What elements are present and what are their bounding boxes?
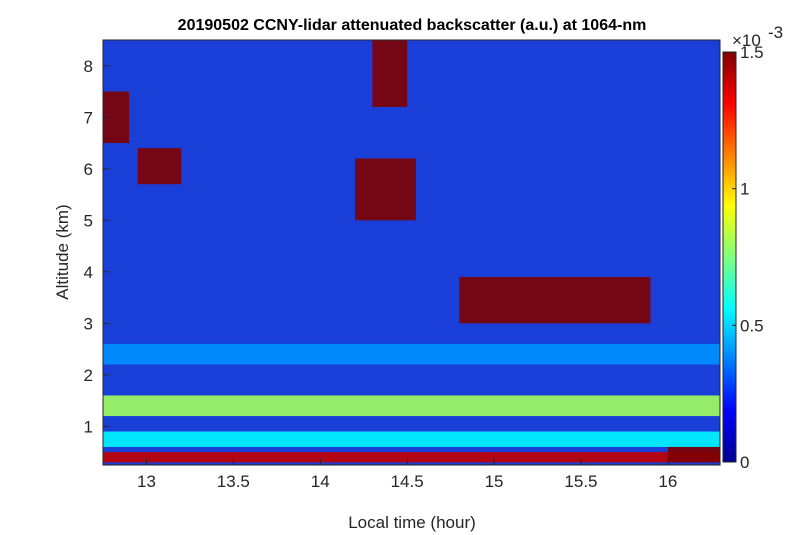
x-axis-label: Local time (hour)	[348, 513, 476, 532]
y-tick-label-6: 7	[84, 108, 93, 127]
colorbar-tick-label-0: 0	[740, 453, 749, 472]
heatmap-feature-0	[103, 452, 720, 463]
colorbar-ticks: 0 0.5 1 1.5	[732, 43, 764, 472]
x-tick-label-2: 14	[311, 472, 330, 491]
plot-area	[103, 40, 720, 465]
x-tick-label-6: 16	[658, 472, 677, 491]
plot-frame	[102, 39, 721, 466]
heatmap-feature-2	[103, 431, 720, 447]
heatmap-feature-4	[459, 276, 651, 324]
heatmap-feature-5	[137, 148, 182, 185]
heatmap-layer	[103, 40, 720, 463]
y-tick-label-0: 1	[84, 417, 93, 436]
x-tick-label-4: 15	[485, 472, 504, 491]
x-axis: 13 13.5 14 14.5 15 15.5 16	[137, 459, 677, 491]
colorbar-tick-label-1: 0.5	[740, 316, 764, 335]
heatmap-feature-7	[355, 158, 416, 221]
heatmap-feature-9	[667, 446, 720, 463]
x-tick-label-0: 13	[137, 472, 156, 491]
y-axis: 1 2 3 4 5 6 7 8	[84, 57, 109, 436]
colorbar-gradient	[722, 51, 737, 463]
chart-title: 20190502 CCNY-lidar attenuated backscatt…	[178, 17, 647, 34]
x-tick-label-3: 14.5	[391, 472, 424, 491]
colorbar-exponent: -3	[768, 23, 783, 42]
colorbar: 0 0.5 1 1.5 ×10 -3	[722, 23, 783, 472]
colorbar-tick-label-3: 1.5	[740, 43, 764, 62]
y-tick-label-7: 8	[84, 57, 93, 76]
y-tick-label-2: 3	[84, 314, 93, 333]
x-tick-label-5: 15.5	[564, 472, 597, 491]
y-axis-label: Altitude (km)	[53, 204, 72, 299]
y-tick-label-5: 6	[84, 160, 93, 179]
y-tick-label-4: 5	[84, 211, 93, 230]
colorbar-multiplier: ×10	[732, 31, 761, 50]
y-tick-label-1: 2	[84, 366, 93, 385]
y-tick-label-3: 4	[84, 263, 93, 282]
colorbar-tick-label-2: 1	[740, 180, 749, 199]
plot-background	[103, 40, 720, 465]
heatmap-feature-8	[372, 40, 408, 107]
heatmap-feature-3	[103, 343, 720, 365]
x-tick-label-1: 13.5	[217, 472, 250, 491]
heatmap-feature-1	[103, 395, 720, 417]
